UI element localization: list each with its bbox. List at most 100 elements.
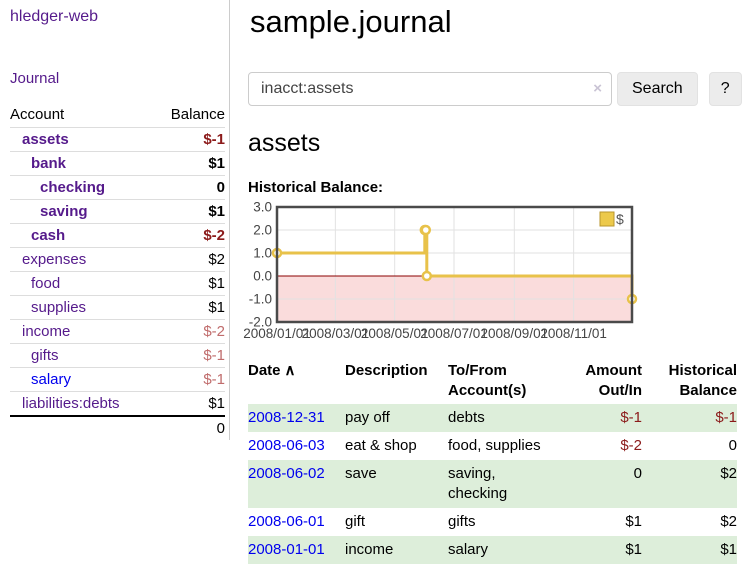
- account-balance: $-1: [153, 127, 225, 152]
- transaction-balance: $1: [720, 541, 737, 558]
- page-title: sample.journal: [250, 4, 452, 39]
- x-axis-tick-label: 2008/07/01: [420, 326, 488, 341]
- account-balance: $-2: [153, 223, 225, 248]
- description-column-header: Description: [345, 362, 428, 379]
- account-row: assets $-1: [10, 127, 225, 152]
- transaction-balance: $-1: [715, 409, 737, 426]
- transaction-date-link[interactable]: 2008-06-02: [248, 465, 325, 482]
- y-axis-tick-label: 0.0: [253, 269, 272, 284]
- plot-border: [275, 205, 634, 324]
- y-axis-tick-label: 2.0: [253, 223, 272, 238]
- accounts-table-header-row: Account Balance: [10, 103, 225, 128]
- account-row: expenses $2: [10, 247, 225, 272]
- sidebar-account-link[interactable]: food: [31, 275, 61, 292]
- x-axis-tick-label: 2008/11/01: [540, 326, 607, 341]
- transaction-date-link[interactable]: 2008-06-01: [248, 513, 325, 530]
- transaction-description: gift: [345, 513, 366, 530]
- accounts-column-header: To/From Account(s): [448, 362, 527, 399]
- data-point-marker: [421, 270, 433, 282]
- x-axis-tick-label: 2008/09/01: [481, 326, 549, 341]
- sidebar-account-link[interactable]: supplies: [31, 299, 87, 316]
- account-balance: $1: [153, 271, 225, 296]
- date-column-header[interactable]: Date ∧: [248, 362, 296, 379]
- sidebar-account-link[interactable]: liabilities:debts: [22, 395, 120, 412]
- account-row: supplies $1: [10, 295, 225, 320]
- transaction-balance: 0: [728, 437, 737, 454]
- account-row: food $1: [10, 271, 225, 296]
- search-form: × Search ?: [248, 72, 742, 106]
- transaction-row: 2008-12-31 pay off debts $-1 $-1: [248, 404, 737, 432]
- account-row: liabilities:debts $1: [10, 391, 225, 416]
- sidebar-account-link[interactable]: bank: [31, 155, 67, 172]
- legend-label: $: [616, 211, 624, 227]
- account-balance: $2: [153, 247, 225, 272]
- sidebar-account-link[interactable]: assets: [22, 131, 69, 148]
- transaction-accounts: saving, checking: [448, 465, 508, 502]
- account-row: salary $-1: [10, 367, 225, 392]
- legend-swatch: [599, 211, 615, 227]
- search-button[interactable]: Search: [617, 72, 698, 106]
- balance-column-header-register: Historical Balance: [668, 362, 737, 399]
- accounts-table-body: assets $-1 bank $1 checking 0 saving $1 cash $-2 e…: [10, 127, 225, 416]
- sidebar-account-link[interactable]: income: [22, 323, 71, 340]
- sidebar-account-link[interactable]: salary: [31, 371, 72, 388]
- transaction-amount: $1: [625, 541, 642, 558]
- balance-chart: $3.0 2.0 1.0 0.0 -1.0 -2.0 2008/01/01 2008/03/0…: [243, 200, 737, 345]
- transaction-amount: $-2: [620, 437, 642, 454]
- sidebar-account-link[interactable]: checking: [40, 179, 106, 196]
- sidebar: hledger-web Journal Account Balance asse…: [0, 0, 230, 440]
- account-row: saving $1: [10, 199, 225, 224]
- sidebar-account-link[interactable]: expenses: [22, 251, 87, 268]
- sidebar-item-journal[interactable]: Journal: [10, 70, 60, 87]
- transaction-accounts: food, supplies: [448, 437, 541, 454]
- search-input[interactable]: [248, 72, 612, 106]
- transaction-accounts: debts: [448, 409, 485, 426]
- balance-column-header: Balance: [170, 106, 225, 123]
- account-row: cash $-2: [10, 223, 225, 248]
- transaction-date-link[interactable]: 2008-01-01: [248, 541, 325, 558]
- help-button[interactable]: ?: [708, 72, 742, 106]
- y-axis-tick-label: 1.0: [253, 246, 272, 261]
- x-axis-tick-label: 2008/01/01: [243, 326, 311, 341]
- transaction-description: save: [345, 465, 377, 482]
- register-table-body: 2008-12-31 pay off debts $-1 $-1 2008-06-03 ea…: [248, 404, 737, 564]
- amount-column-header: Amount Out/In: [585, 362, 642, 399]
- transaction-date-link[interactable]: 2008-12-31: [248, 409, 325, 426]
- account-balance: 0: [153, 175, 225, 200]
- account-balance: $1: [153, 151, 225, 176]
- transaction-accounts: salary: [448, 541, 489, 558]
- account-row: income $-2: [10, 319, 225, 344]
- register-header-row: Date ∧ Description To/From Account(s) Amo…: [248, 358, 737, 404]
- account-balance: $1: [153, 199, 225, 224]
- search-input-wrap: ×: [248, 72, 612, 106]
- transaction-row: 2008-06-01 gift gifts $1 $2: [248, 508, 737, 536]
- sidebar-account-link[interactable]: cash: [31, 227, 66, 244]
- accounts-total-row: 0: [10, 415, 225, 440]
- transaction-balance: $2: [720, 513, 737, 530]
- transaction-row: 2008-06-03 eat & shop food, supplies $-2 0: [248, 432, 737, 460]
- transaction-row: 2008-01-01 income salary $1 $1: [248, 536, 737, 564]
- transaction-description: pay off: [345, 409, 390, 426]
- accounts-total-value: 0: [153, 415, 225, 440]
- account-balance: $-1: [153, 367, 225, 392]
- account-balance: $1: [153, 295, 225, 320]
- transaction-amount: $-1: [620, 409, 642, 426]
- account-heading: assets: [248, 129, 321, 157]
- transaction-description: income: [345, 541, 394, 558]
- register-table: Date ∧ Description To/From Account(s) Amo…: [248, 358, 737, 564]
- clear-search-icon[interactable]: ×: [593, 80, 602, 97]
- account-column-header: Account: [10, 106, 65, 123]
- spacer: [10, 415, 154, 440]
- sidebar-account-link[interactable]: gifts: [31, 347, 59, 364]
- balance-chart-svg: $3.0 2.0 1.0 0.0 -1.0 -2.02008/01/012008/03/0…: [243, 200, 638, 341]
- sidebar-account-link[interactable]: saving: [40, 203, 88, 220]
- account-balance: $1: [153, 391, 225, 416]
- sort-ascending-icon: ∧: [284, 362, 296, 379]
- main-panel: sample.journal × Search ? assets Histori…: [230, 0, 742, 564]
- y-axis-tick-label: -2.0: [249, 315, 272, 330]
- chart-title: Historical Balance:: [248, 179, 384, 196]
- y-axis-tick-label: 3.0: [253, 200, 272, 215]
- transaction-date-link[interactable]: 2008-06-03: [248, 437, 325, 454]
- account-row: gifts $-1: [10, 343, 225, 368]
- app-title-link[interactable]: hledger-web: [10, 8, 99, 25]
